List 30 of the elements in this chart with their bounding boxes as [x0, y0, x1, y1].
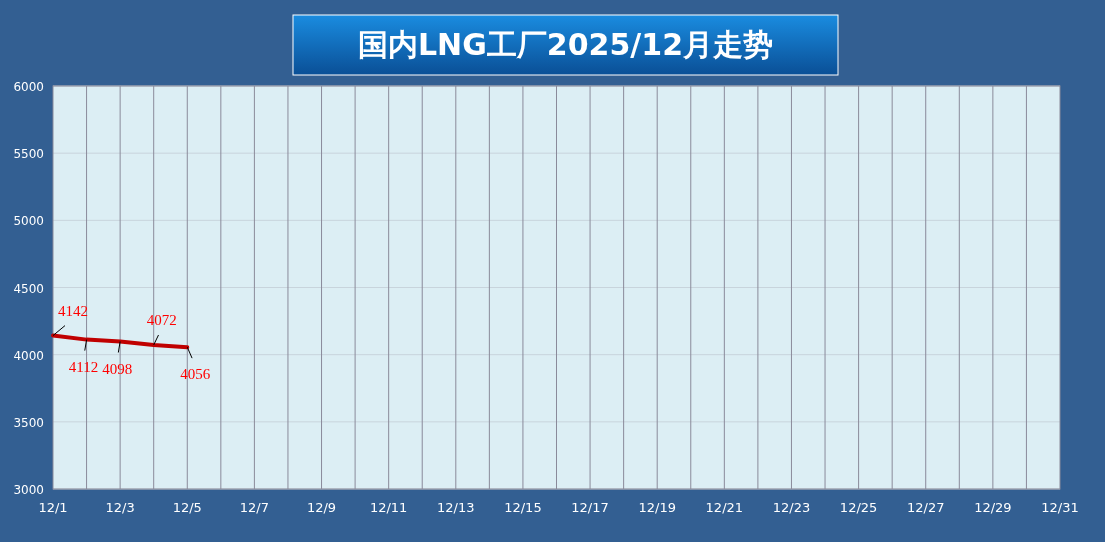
x-tick-label: 12/7 — [239, 500, 269, 515]
x-tick-label: 12/31 — [1041, 500, 1079, 515]
y-tick-label: 4000 — [13, 348, 44, 363]
x-tick-label: 12/5 — [172, 500, 202, 515]
data-label: 4098 — [102, 360, 133, 377]
x-tick-label: 12/13 — [437, 500, 475, 515]
x-tick-label: 12/21 — [705, 500, 744, 515]
x-tick-label: 12/15 — [504, 500, 542, 515]
y-tick-label: 4500 — [13, 281, 44, 296]
x-tick-label: 12/17 — [571, 500, 609, 515]
y-tick-label: 6000 — [13, 80, 44, 94]
x-tick-label: 12/23 — [772, 500, 811, 515]
x-tick-label: 12/1 — [38, 500, 68, 515]
x-tick-label: 12/3 — [105, 500, 135, 515]
x-tick-label: 12/11 — [369, 500, 408, 515]
x-tick-label: 12/27 — [907, 500, 945, 515]
x-tick-label: 12/29 — [974, 500, 1012, 515]
y-tick-label: 5000 — [13, 214, 44, 229]
data-label: 4142 — [58, 302, 88, 319]
data-label: 4072 — [146, 311, 177, 328]
y-tick-label: 3000 — [13, 483, 44, 497]
line-series — [51, 333, 190, 350]
x-tick-label: 12/25 — [839, 500, 878, 515]
chart-title: 国内LNG工厂2025/12月走势 — [357, 27, 774, 62]
data-label: 4056 — [180, 366, 211, 383]
x-tick-label: 12/19 — [638, 500, 676, 515]
x-tick-label: 12/9 — [306, 500, 337, 515]
y-tick-label: 3500 — [13, 415, 44, 430]
data-label: 4112 — [68, 358, 99, 375]
y-tick-label: 5500 — [13, 147, 44, 162]
